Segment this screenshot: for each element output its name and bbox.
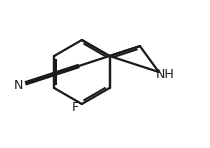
Text: NH: NH [156, 68, 175, 81]
Text: N: N [14, 79, 23, 92]
Text: F: F [72, 101, 79, 114]
